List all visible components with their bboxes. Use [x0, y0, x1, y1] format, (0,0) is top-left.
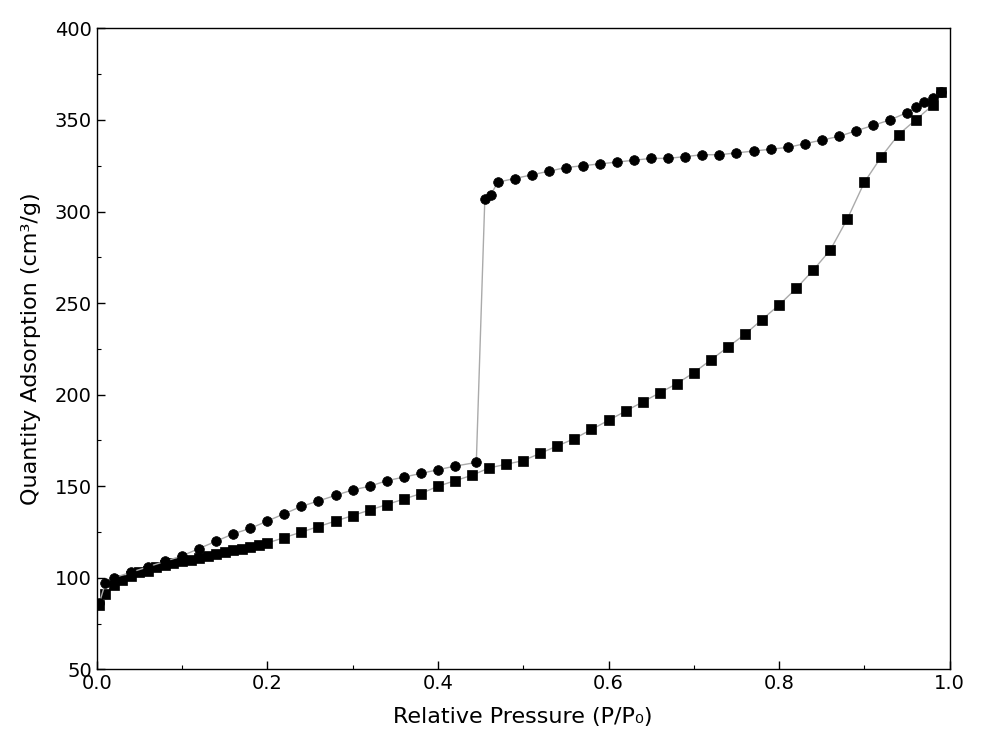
Y-axis label: Quantity Adsorption (cm³/g): Quantity Adsorption (cm³/g) — [21, 192, 40, 505]
X-axis label: Relative Pressure (P/P₀): Relative Pressure (P/P₀) — [393, 707, 653, 727]
